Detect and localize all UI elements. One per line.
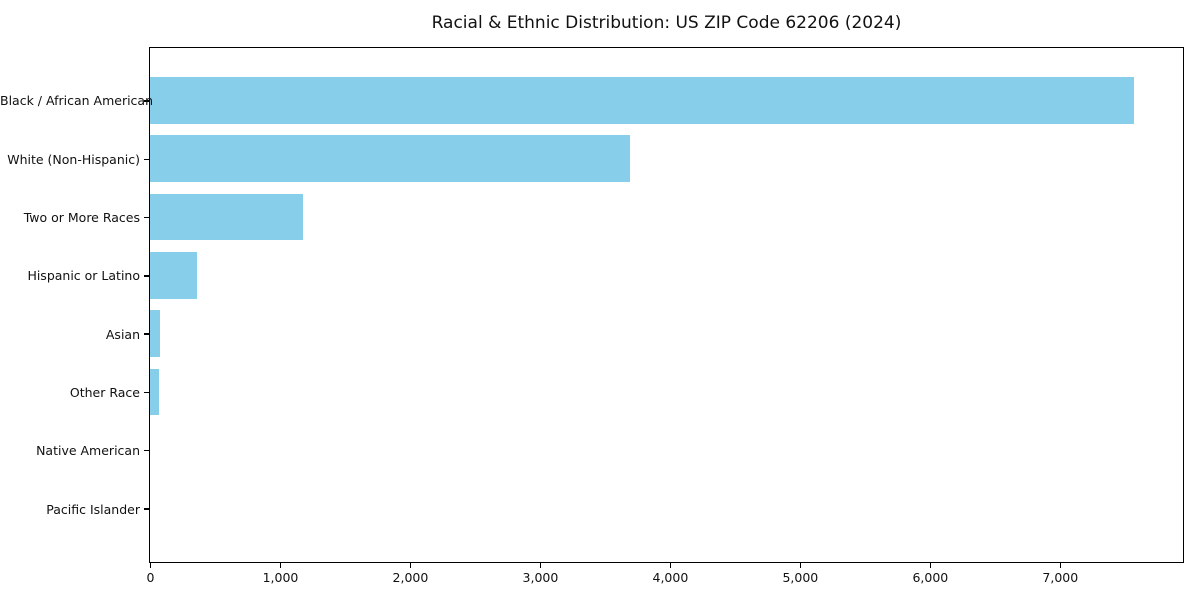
bar-other-race [150,368,160,416]
x-tick-label-2000: 2,000 [392,570,429,585]
x-tick-mark-4000 [669,563,672,568]
y-tick-label-black-african-american: Black / African American [0,93,154,109]
bar-black-african-american [150,77,1134,124]
y-tick-mark-asian [144,333,149,335]
x-tick-label-4000: 4,000 [652,570,689,585]
y-tick-mark-white-non-hispanic [144,158,149,160]
bar-white-non-hispanic [150,135,630,183]
x-tick-mark-1000 [279,563,282,568]
y-tick-label-native-american: Native American [36,443,140,459]
x-tick-mark-6000 [929,563,932,568]
bar-two-or-more-races [150,193,304,241]
y-tick-label-hispanic-or-latino: Hispanic or Latino [27,268,140,284]
x-tick-label-5000: 5,000 [782,570,819,585]
x-tick-label-1000: 1,000 [262,570,299,585]
plot-area [149,47,1184,563]
x-tick-label-3000: 3,000 [522,570,559,585]
y-tick-mark-other-race [144,391,149,394]
x-tick-mark-0 [149,563,152,568]
x-tick-label-6000: 6,000 [912,570,949,585]
x-tick-label-0: 0 [146,570,155,585]
x-tick-mark-5000 [799,563,802,568]
x-tick-mark-7000 [1059,563,1062,568]
bar-asian [150,310,161,357]
chart-title: Racial & Ethnic Distribution: US ZIP Cod… [431,13,902,33]
y-tick-label-pacific-islander: Pacific Islander [46,501,140,517]
y-tick-label-white-non-hispanic: White (Non-Hispanic) [7,151,140,167]
x-tick-mark-3000 [539,563,542,568]
y-tick-mark-native-american [144,449,149,452]
y-tick-mark-hispanic-or-latino [144,275,149,277]
y-tick-label-other-race: Other Race [69,384,140,400]
y-tick-label-asian: Asian [105,326,140,342]
y-tick-label-two-or-more-races: Two or More Races [23,210,140,226]
y-tick-mark-black-african-american [144,100,149,102]
y-tick-mark-two-or-more-races [144,216,149,219]
x-tick-mark-2000 [409,563,412,568]
bar-hispanic-or-latino [150,252,197,299]
y-tick-mark-pacific-islander [144,508,149,510]
x-tick-label-7000: 7,000 [1042,570,1079,585]
